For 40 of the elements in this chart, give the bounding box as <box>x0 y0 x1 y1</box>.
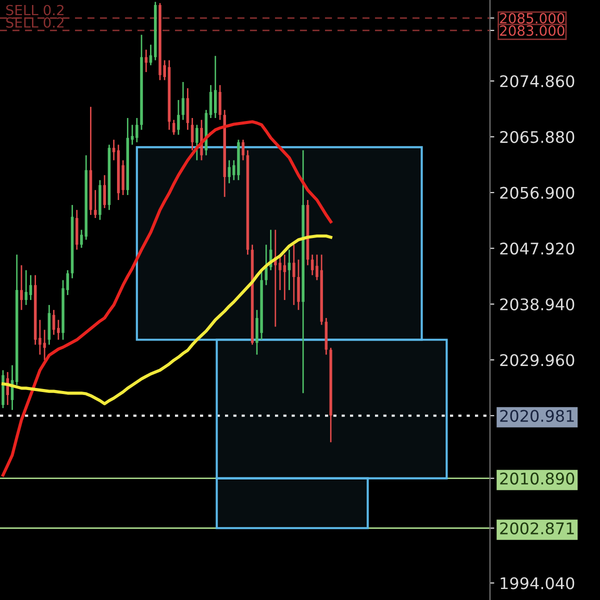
line-series <box>1 234 332 406</box>
y-tick-label: 2002.871 <box>500 522 574 534</box>
candlestick <box>94 189 97 219</box>
candlestick <box>209 84 212 119</box>
y-tick-label: 2010.890 <box>500 472 574 485</box>
candlestick <box>214 55 217 119</box>
candlestick <box>310 254 314 276</box>
line-series <box>1 120 332 477</box>
candlestick <box>172 119 176 136</box>
y-tick-label: 2020.981 <box>500 410 574 422</box>
candlestick <box>283 254 286 301</box>
y-tick-label: 2085.000 <box>500 12 564 24</box>
y-tick-label: 2065.880 <box>500 130 574 144</box>
candlestick <box>52 309 56 336</box>
candlestick <box>228 160 231 184</box>
y-tick-label: 2056.900 <box>500 186 574 199</box>
candlestick <box>196 124 198 161</box>
candlestick <box>57 319 60 340</box>
ref-line-label: SELL 0.2 <box>6 17 64 28</box>
candlestick <box>218 84 222 121</box>
candlestick <box>144 48 148 73</box>
candlestick <box>136 117 138 143</box>
y-tick-label: 2029.960 <box>500 354 574 366</box>
candlestick <box>130 124 134 146</box>
candlestick <box>29 274 32 301</box>
candlestick <box>288 248 291 291</box>
y-tick-label: 2047.920 <box>500 242 574 255</box>
y-tick-label: 2038.940 <box>500 298 574 310</box>
candlestick <box>103 174 106 209</box>
candlestick <box>232 160 236 181</box>
candlestick <box>292 244 296 306</box>
y-tick-label: 1994.040 <box>500 577 574 590</box>
candlestick <box>20 264 23 311</box>
candlestick <box>242 139 244 161</box>
y-tick-label: 2074.860 <box>500 75 574 88</box>
y-tick-label: 2083.000 <box>500 25 564 36</box>
candlestick <box>182 81 184 121</box>
candlestick <box>177 99 180 136</box>
ref-line-label: SELL 0.2 <box>6 4 64 16</box>
candlestick <box>24 269 28 306</box>
